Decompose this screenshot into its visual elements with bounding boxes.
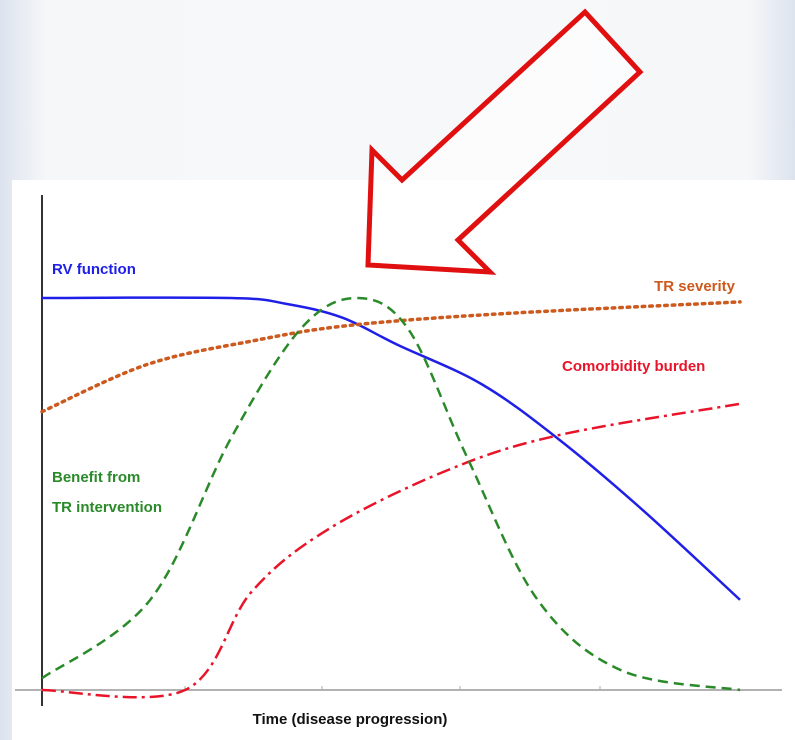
series-label: TR severity — [654, 278, 736, 295]
series-label: Benefit from TR intervention — [52, 469, 163, 516]
line-series — [41, 296, 741, 692]
line-series — [41, 296, 741, 601]
series-label: Comorbidity burden — [562, 358, 705, 375]
x-axis-label: Time (disease progression) — [253, 711, 448, 728]
chart-panel — [12, 180, 795, 740]
arrow — [365, 8, 644, 275]
line-series — [40, 300, 742, 414]
series-label: RV function — [52, 261, 136, 278]
line-series — [41, 402, 741, 699]
